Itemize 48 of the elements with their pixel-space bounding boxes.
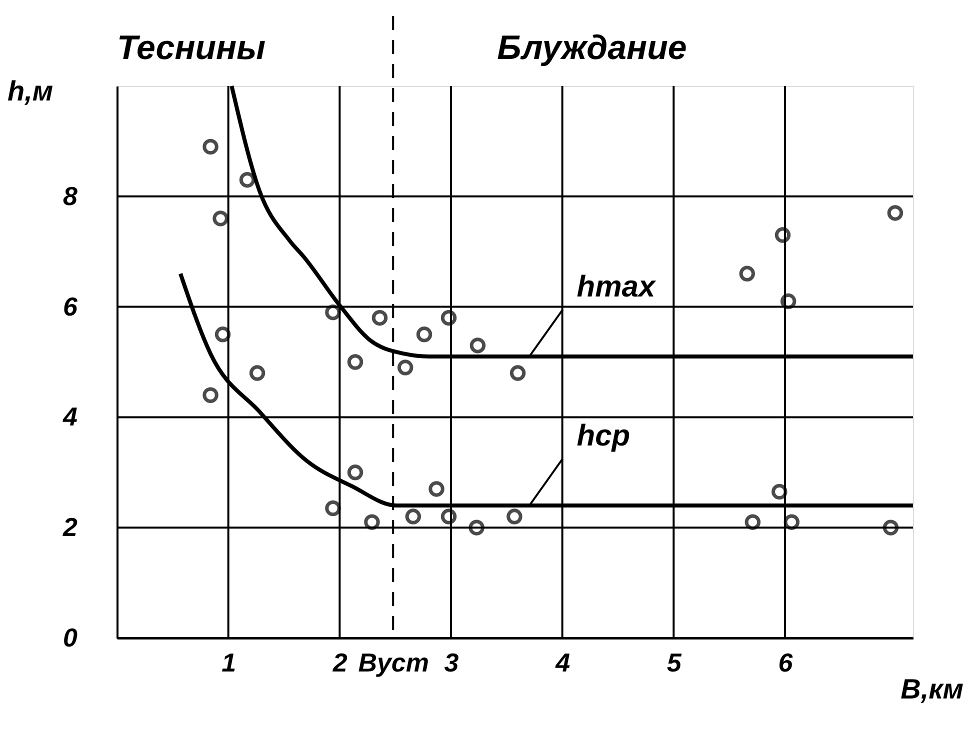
series-label: hmax <box>576 270 656 304</box>
text: Блуждание <box>497 29 687 67</box>
point <box>506 508 522 524</box>
point <box>325 304 341 320</box>
point <box>347 354 364 370</box>
point <box>249 365 266 381</box>
point <box>784 514 800 530</box>
point <box>202 138 218 155</box>
text: Теснины <box>117 29 266 67</box>
point <box>744 514 761 530</box>
point <box>772 484 788 500</box>
point <box>440 508 457 524</box>
x-axis-title: B,км <box>900 674 964 704</box>
y-tick-label: 4 <box>62 402 78 432</box>
y-tick-label: 6 <box>63 291 78 322</box>
x-tick-label: 4 <box>554 648 571 678</box>
x-tick-label: 5 <box>666 648 682 678</box>
x-tick-label: 1 <box>222 648 236 678</box>
point <box>212 210 228 226</box>
x-tick-label: 6 <box>778 648 794 678</box>
point <box>397 360 414 376</box>
point <box>214 326 231 342</box>
point <box>325 500 341 516</box>
point <box>882 520 899 536</box>
point <box>428 481 444 497</box>
series-label: hср <box>576 420 630 453</box>
point <box>470 338 486 354</box>
point <box>887 205 904 221</box>
point <box>364 514 380 530</box>
y-tick-label: 2 <box>62 512 78 542</box>
y-tick-label: 8 <box>63 180 78 211</box>
point <box>739 266 755 282</box>
point <box>468 520 484 536</box>
point <box>239 172 256 188</box>
y-tick-label: 0 <box>63 622 78 652</box>
x-tick-label: 3 <box>444 648 460 678</box>
point <box>510 365 526 381</box>
point <box>440 310 457 326</box>
x-tick-label: Bуст <box>358 648 430 678</box>
point <box>780 293 796 310</box>
point <box>405 508 422 524</box>
point <box>372 310 388 326</box>
point <box>416 326 432 342</box>
point <box>202 387 218 403</box>
x-tick-label: 2 <box>332 648 348 678</box>
point <box>347 464 364 480</box>
y-axis-title: h,м <box>8 76 54 106</box>
point <box>774 227 791 243</box>
